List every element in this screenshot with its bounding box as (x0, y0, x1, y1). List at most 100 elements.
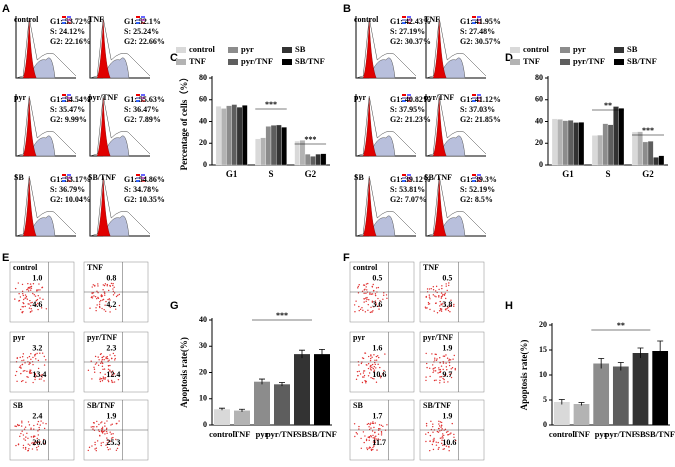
scatter-dot (439, 357, 441, 359)
scatter-dot (373, 445, 375, 447)
scatter-dot (380, 434, 383, 436)
scatter-dot (104, 283, 107, 285)
scatter-dot (450, 299, 452, 301)
scatter-dot (450, 304, 452, 307)
scatter-dot (19, 365, 22, 367)
scatter-dot (30, 302, 32, 304)
scatter-dot (372, 446, 374, 449)
histogram-outline (15, 17, 77, 79)
scatter-dot (15, 444, 17, 447)
scatter-dot (438, 427, 440, 430)
scatter-dot (29, 372, 31, 374)
scatter-dot (370, 427, 372, 429)
histogram-legend-swatch (67, 180, 71, 182)
scatter-dot (33, 428, 35, 430)
scatter-dot (111, 357, 113, 360)
scatter-dot (374, 300, 377, 302)
scatter-dot (370, 435, 372, 437)
histogram-legend-swatch (472, 174, 476, 176)
scatter-dot (42, 298, 44, 301)
scatter-dot (438, 420, 440, 422)
scatter-dot (441, 303, 444, 305)
scatter-dot (438, 367, 440, 369)
x-tick-label: S (605, 169, 610, 179)
scatter-dot (110, 379, 113, 382)
scatter-dot (432, 431, 434, 433)
scatter-dot (374, 359, 376, 362)
x-tick-label: pyr (256, 429, 269, 439)
histogram-legend-swatch (141, 100, 145, 102)
scatter-dot (370, 357, 372, 360)
scatter-dot (20, 380, 23, 383)
scatter-dot (106, 356, 108, 358)
scatter-dot (90, 426, 92, 428)
scatter-dot (426, 366, 428, 369)
error-bar (558, 399, 565, 405)
histogram-legend-swatch (141, 19, 145, 21)
scatter-dot (372, 441, 375, 443)
scatter-dot (24, 370, 26, 372)
scatter-dot (441, 428, 443, 430)
histogram-stat: S: 36.79% (50, 185, 85, 194)
scatter-label: pyr/TNF (87, 333, 117, 342)
y-tick-label: 20 (535, 138, 543, 147)
x-tick-label: control (209, 429, 235, 439)
histogram-outline (89, 175, 151, 237)
scatter-lower-value: 13.4 (32, 370, 46, 379)
scatter-dot (35, 299, 38, 302)
scatter-dot (438, 423, 440, 425)
histogram-legend-swatch (407, 16, 411, 18)
scatter-dot (87, 449, 89, 452)
scatter-dot (372, 448, 374, 451)
scatter-dot (365, 382, 367, 384)
scatter-dot (432, 441, 434, 443)
scatter-dot (441, 435, 444, 437)
scatter-dot (19, 308, 22, 311)
scatter-lower-value: 4.6 (32, 300, 42, 309)
histogram-legend-swatch (402, 19, 406, 21)
scatter-dot (382, 298, 384, 300)
scatter-dot (378, 424, 381, 426)
histogram-s-area (102, 57, 130, 79)
scatter-dot (439, 308, 442, 310)
bar (653, 157, 659, 166)
scatter-dot (21, 363, 24, 366)
histogram-stat: S: 24.12% (50, 27, 85, 36)
scatter-dot (104, 425, 106, 427)
scatter-dot (367, 355, 370, 358)
scatter-dot (23, 428, 26, 430)
histogram-legend-swatch (407, 174, 411, 176)
scatter-dot (29, 299, 31, 302)
scatter-dot (14, 287, 17, 290)
panel-letter: E (2, 252, 9, 264)
scatter-dot (356, 370, 359, 373)
scatter-dot (367, 436, 369, 438)
scatter-dot (113, 373, 116, 375)
scatter-dot (43, 442, 45, 445)
scatter-dot (111, 370, 114, 372)
histogram-legend-swatch (136, 22, 140, 24)
scatter-dot (18, 366, 21, 368)
scatter-dot (363, 374, 366, 377)
scatter-dot (26, 370, 28, 373)
scatter-dot (115, 438, 117, 441)
scatter-dot (30, 436, 33, 438)
scatter-dot (372, 422, 375, 425)
scatter-dot (442, 368, 444, 371)
histogram-stat: G1: 39.12% (390, 175, 431, 184)
scatter-dot (453, 354, 455, 357)
panel-letter: H (505, 300, 513, 312)
scatter-dot (32, 356, 34, 359)
error-bar (657, 340, 664, 361)
scatter-dot (425, 376, 427, 378)
histogram-legend-swatch (407, 19, 411, 21)
scatter-dot (441, 287, 443, 290)
scatter-dot (448, 358, 450, 361)
scatter-dot (102, 289, 104, 291)
bar (618, 108, 625, 166)
scatter-dot (425, 422, 428, 425)
scatter-dot (23, 359, 25, 361)
scatter-dot (106, 420, 108, 422)
scatter-dot (92, 422, 95, 424)
scatter-dot (449, 359, 452, 361)
